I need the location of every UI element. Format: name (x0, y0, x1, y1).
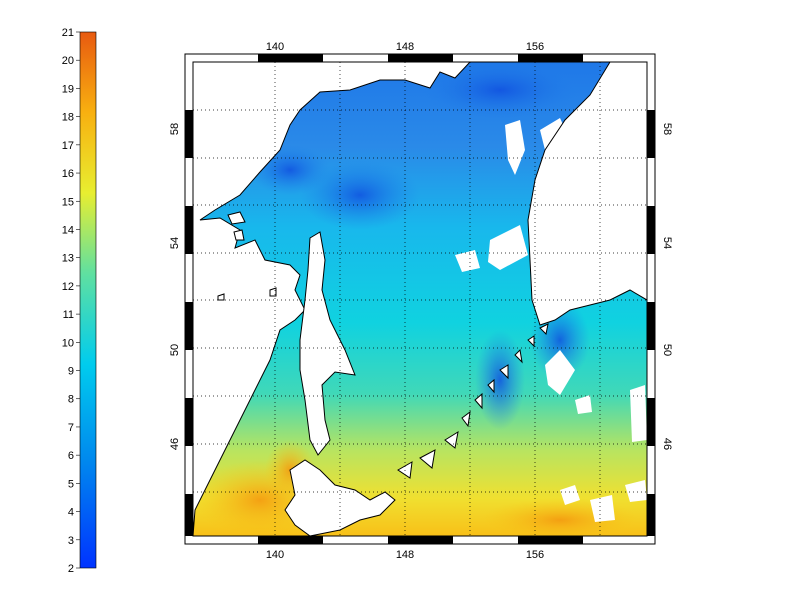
lon-label-bottom: 148 (396, 549, 414, 561)
colorbar-tick-label: 2 (68, 563, 74, 575)
frame-segment (647, 302, 655, 350)
frame-segment (185, 302, 193, 350)
frame-segment (185, 206, 193, 254)
frame-segment (518, 54, 583, 62)
frame-segment (647, 206, 655, 254)
graticule (193, 62, 647, 536)
map-panel: 140 148 156 140 148 156 58 54 50 46 58 5… (169, 41, 673, 561)
lat-label-left: 54 (169, 237, 181, 249)
frame-segment (388, 536, 453, 544)
mainland-asia (193, 62, 471, 536)
frame-segment (647, 110, 655, 158)
frame-segment (185, 398, 193, 446)
sakhalin-island (299, 231, 356, 456)
sst-field (193, 62, 647, 536)
missing-data-patches (455, 118, 647, 522)
colorbar-tick-label: 16 (62, 168, 74, 180)
colorbar-tick-label: 6 (68, 450, 74, 462)
lat-label-right: 54 (661, 237, 673, 249)
lon-label-top: 140 (266, 41, 284, 53)
map-frame (184, 53, 656, 545)
lon-label-top: 156 (526, 41, 544, 53)
colorbar-ticks: 2 3 4 5 6 7 8 9 10 11 12 13 14 15 16 17 18 19 20 21 (62, 27, 80, 575)
colorbar-tick-label: 20 (62, 55, 74, 67)
frame-segment (647, 398, 655, 446)
lat-label-left: 50 (169, 344, 181, 356)
colorbar-tick-label: 8 (68, 394, 74, 406)
lat-label-right: 58 (661, 123, 673, 135)
lat-labels-right: 58 54 50 46 (661, 123, 673, 450)
frame-segment (258, 54, 323, 62)
frame-segment (185, 110, 193, 158)
colorbar-gradient (79, 31, 97, 569)
lat-label-right: 46 (661, 438, 673, 450)
lon-labels-bottom: 140 148 156 (266, 549, 544, 561)
kamchatka-peninsula (527, 62, 647, 326)
lat-label-right: 50 (661, 344, 673, 356)
colorbar: 2 3 4 5 6 7 8 9 10 11 12 13 14 15 16 17 18 19 20 21 (62, 27, 97, 575)
colorbar-tick-label: 21 (62, 27, 74, 39)
colorbar-tick-label: 18 (62, 112, 74, 124)
colorbar-tick-label: 13 (62, 253, 74, 265)
colorbar-tick-label: 9 (68, 366, 74, 378)
frame-segment (518, 536, 583, 544)
colorbar-tick-label: 4 (68, 507, 74, 519)
frame-segment (388, 54, 453, 62)
lon-label-bottom: 140 (266, 549, 284, 561)
lat-label-left: 46 (169, 438, 181, 450)
colorbar-tick-label: 14 (62, 224, 74, 236)
lat-label-left: 58 (169, 123, 181, 135)
lat-labels-left: 58 54 50 46 (169, 123, 181, 450)
lon-label-top: 148 (396, 41, 414, 53)
colorbar-tick-label: 15 (62, 196, 74, 208)
colorbar-tick-label: 5 (68, 478, 74, 490)
lon-label-bottom: 156 (526, 549, 544, 561)
colorbar-tick-label: 17 (62, 140, 74, 152)
colorbar-tick-label: 3 (68, 535, 74, 547)
colorbar-tick-label: 10 (62, 337, 74, 349)
colorbar-tick-label: 7 (68, 422, 74, 434)
colorbar-tick-label: 11 (63, 309, 74, 321)
lon-labels-top: 140 148 156 (266, 41, 544, 53)
frame-segment (185, 494, 193, 536)
frame-segment (647, 494, 655, 536)
frame-segment (258, 536, 323, 544)
colorbar-tick-label: 12 (62, 281, 74, 293)
colorbar-tick-label: 19 (62, 83, 74, 95)
